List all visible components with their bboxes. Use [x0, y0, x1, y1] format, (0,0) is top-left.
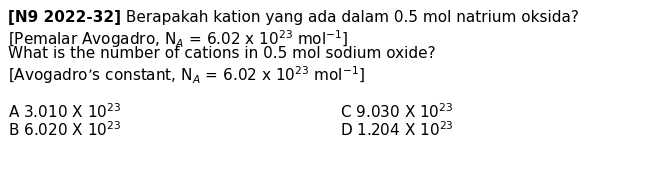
- Text: [Pemalar Avogadro, N$_A$ = 6.02 x 10$^{23}$ mol$^{-1}$]: [Pemalar Avogadro, N$_A$ = 6.02 x 10$^{2…: [8, 28, 348, 50]
- Text: [N9 2022-32]: [N9 2022-32]: [8, 10, 121, 25]
- Text: C 9.030 X 10$^{23}$: C 9.030 X 10$^{23}$: [340, 102, 454, 121]
- Text: What is the number of cations in 0.5 mol sodium oxide?: What is the number of cations in 0.5 mol…: [8, 46, 436, 61]
- Text: D 1.204 X 10$^{23}$: D 1.204 X 10$^{23}$: [340, 120, 454, 139]
- Text: A 3.010 X 10$^{23}$: A 3.010 X 10$^{23}$: [8, 102, 122, 121]
- Text: B 6.020 X 10$^{23}$: B 6.020 X 10$^{23}$: [8, 120, 122, 139]
- Text: [Avogadro’s constant, N$_A$ = 6.02 x 10$^{23}$ mol$^{-1}$]: [Avogadro’s constant, N$_A$ = 6.02 x 10$…: [8, 64, 365, 86]
- Text: Berapakah kation yang ada dalam 0.5 mol natrium oksida?: Berapakah kation yang ada dalam 0.5 mol …: [121, 10, 579, 25]
